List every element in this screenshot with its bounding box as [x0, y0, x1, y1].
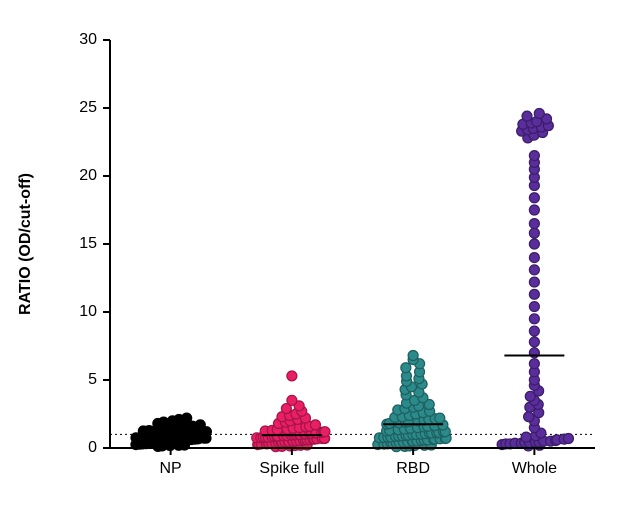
data-point: [529, 151, 539, 161]
y-tick-label: 25: [79, 99, 97, 116]
data-point: [529, 337, 539, 347]
data-point: [521, 432, 531, 442]
data-point: [195, 420, 205, 430]
data-point: [529, 193, 539, 203]
data-point: [287, 371, 297, 381]
data-point: [522, 111, 532, 121]
data-point: [310, 420, 320, 430]
data-point: [529, 239, 539, 249]
data-point: [182, 413, 192, 423]
data-point: [401, 363, 411, 373]
y-axis-label: RATIO (OD/cut-off): [17, 173, 34, 315]
data-point: [435, 413, 445, 423]
y-tick-label: 20: [79, 167, 97, 184]
data-point: [529, 314, 539, 324]
data-point: [408, 351, 418, 361]
data-point: [524, 412, 534, 422]
data-point: [529, 219, 539, 229]
y-tick-label: 0: [88, 439, 97, 456]
data-point: [529, 277, 539, 287]
y-tick-label: 15: [79, 235, 97, 252]
x-tick-label: Spike full: [259, 460, 324, 477]
data-point: [529, 302, 539, 312]
data-point: [529, 205, 539, 215]
data-point: [529, 265, 539, 275]
x-tick-label: Whole: [512, 460, 557, 477]
data-point: [534, 108, 544, 118]
chart-svg: 0 5 10 15 20 25 30 NP Spike full RBD Whole RATIO (O…: [0, 0, 637, 526]
x-tick-label: NP: [160, 460, 182, 477]
y-tick-label: 5: [88, 371, 97, 388]
data-point: [529, 289, 539, 299]
data-point: [529, 228, 539, 238]
data-point: [563, 433, 573, 443]
data-point: [529, 253, 539, 263]
data-point: [529, 359, 539, 369]
data-point: [529, 326, 539, 336]
data-point: [287, 395, 297, 405]
x-tick-label: RBD: [396, 460, 430, 477]
ratio-strip-chart: 0 5 10 15 20 25 30 NP Spike full RBD Whole RATIO (O…: [0, 0, 637, 526]
y-tick-label: 30: [79, 31, 97, 48]
y-tick-label: 10: [79, 303, 97, 320]
